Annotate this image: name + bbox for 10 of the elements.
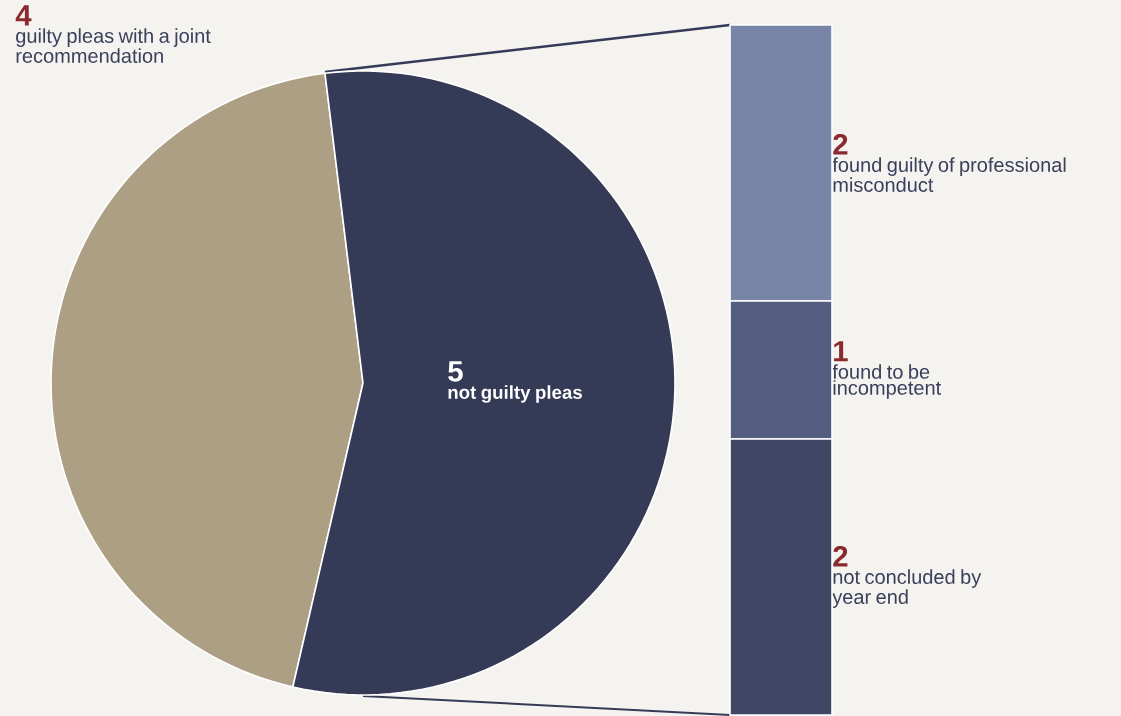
slice-label: not guilty pleas	[448, 385, 582, 403]
series-label: found to be incompetent	[832, 364, 942, 399]
data-label: 4	[15, 5, 32, 26]
series-label: not concluded by year end	[832, 569, 982, 608]
data-label: 2	[833, 133, 848, 155]
data-label: 2	[833, 546, 848, 567]
series-label: found guilty of professional misconduct	[832, 157, 1066, 192]
slice-label: guilty pleas with a joint recommendation	[16, 28, 211, 63]
data-label: 5	[448, 361, 463, 382]
data-label: 1	[834, 341, 848, 362]
